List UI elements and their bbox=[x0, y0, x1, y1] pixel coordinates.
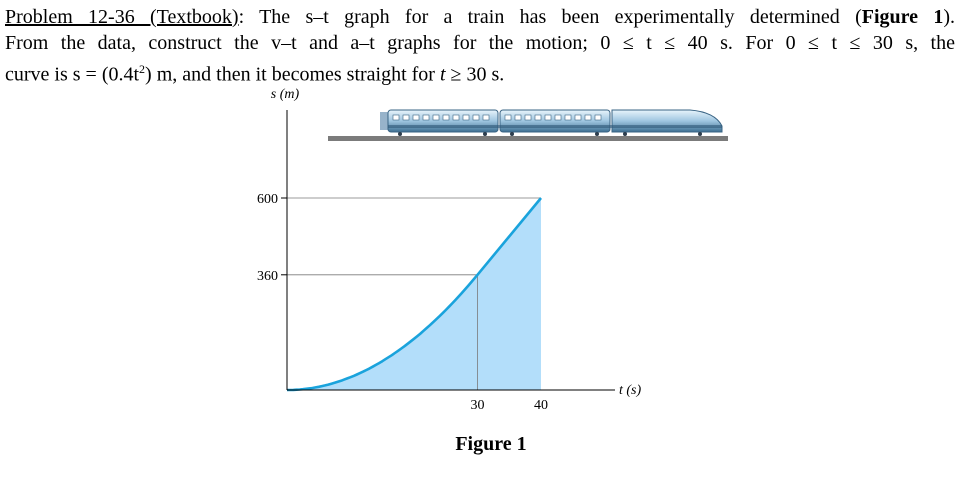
problem-title: Problem 12-36 (Textbook) bbox=[5, 6, 239, 28]
figure-reference: Figure 1 bbox=[861, 6, 944, 28]
x-axis-label: t (s) bbox=[619, 383, 642, 398]
rail-track bbox=[328, 136, 728, 141]
problem-line-3: curve is s = (0.4t2) m, and then it beco… bbox=[5, 62, 505, 86]
train-car-2 bbox=[499, 109, 611, 133]
y-tick-label-360: 360 bbox=[257, 269, 278, 284]
y-axis-label: s (m) bbox=[271, 87, 300, 102]
x-tick-label-40: 40 bbox=[534, 398, 548, 413]
train-illustration bbox=[328, 109, 728, 141]
problem-statement: Problem 12-36 (Textbook): The s–t graph … bbox=[5, 4, 955, 88]
train-car-1 bbox=[387, 109, 499, 133]
y-tick-label-600: 600 bbox=[257, 192, 278, 207]
problem-line-2: From the data, construct the v–t and a–t… bbox=[5, 32, 955, 54]
problem-line-1: Problem 12-36 (Textbook): The s–t graph … bbox=[5, 6, 955, 28]
s-t-curve bbox=[287, 197, 543, 392]
x-tick-label-30: 30 bbox=[471, 398, 485, 413]
plot-area: s (m) t (s) 600 360 30 40 Figure 1 bbox=[257, 87, 642, 455]
figure-caption: Figure 1 bbox=[455, 433, 526, 455]
area-under-curve bbox=[287, 198, 541, 390]
train-locomotive bbox=[611, 109, 723, 133]
